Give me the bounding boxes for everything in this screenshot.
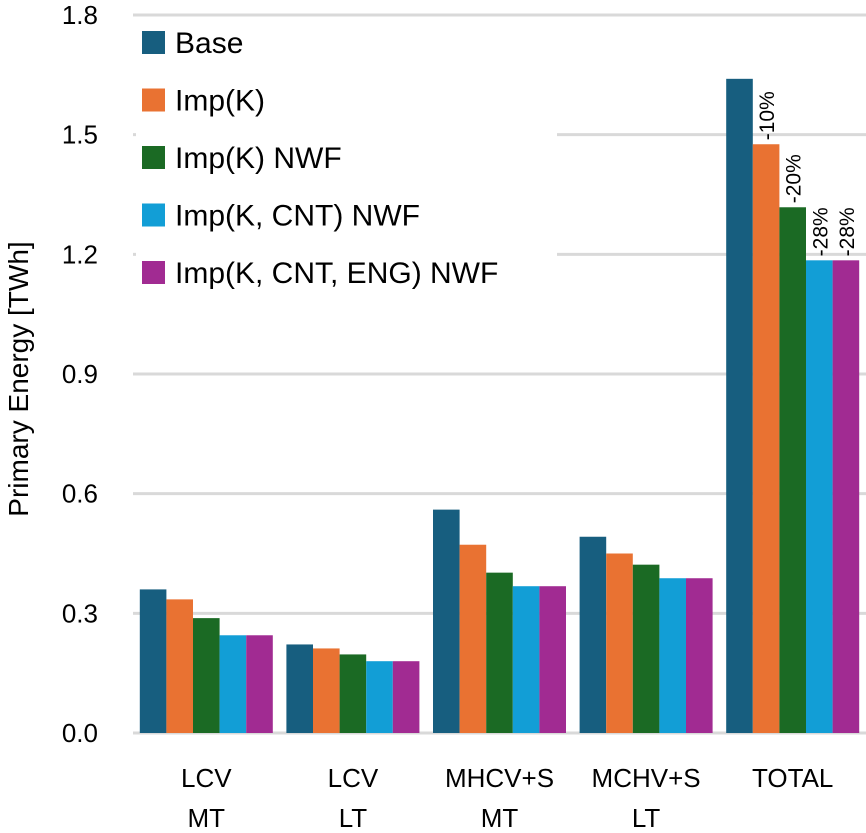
data-label: -10% (756, 91, 779, 140)
data-label: -20% (783, 154, 806, 203)
bar (512, 586, 540, 733)
y-tick-label: 1.8 (62, 0, 98, 30)
x-category-label: MT (188, 803, 226, 833)
legend-label: Imp(K, CNT, ENG) NWF (175, 257, 498, 290)
bar (313, 648, 340, 733)
legend-label: Base (175, 27, 243, 60)
x-axis-categories: LCV MT LCV LT MHCV+S MT MCHV+S LT TOTAL (181, 763, 833, 833)
bar (193, 618, 220, 733)
bar (286, 644, 313, 733)
x-category-label: LT (339, 803, 368, 833)
bar (752, 144, 780, 734)
y-tick-label: 1.5 (62, 120, 98, 150)
data-label: -28% (836, 207, 859, 256)
y-tick-label: 0.6 (62, 479, 98, 509)
y-tick-label: 0.3 (62, 598, 98, 628)
y-tick-label: 0.9 (62, 359, 98, 389)
x-category-label: LCV (181, 763, 232, 793)
bar (832, 260, 860, 733)
bar (486, 572, 513, 733)
legend-label: Imp(K) NWF (175, 142, 342, 175)
bar (539, 586, 566, 733)
bar (606, 553, 633, 733)
legend: Base Imp(K) Imp(K) NWF Imp(K, CNT) NWF Imp(K… (136, 20, 557, 290)
y-axis-ticks: 0.0 0.3 0.6 0.9 1.2 1.5 1.8 (62, 0, 98, 748)
bar (166, 599, 193, 733)
bar (579, 536, 607, 733)
x-category-label: LCV (328, 763, 379, 793)
bar (806, 260, 833, 733)
bar (366, 661, 393, 733)
bar (246, 635, 273, 733)
data-label: -28% (809, 207, 832, 256)
legend-swatch (142, 146, 165, 169)
bar (632, 564, 660, 733)
bar (686, 578, 713, 733)
legend-background (136, 20, 557, 290)
y-tick-label: 1.2 (62, 239, 98, 269)
bar (139, 589, 167, 733)
bar (433, 509, 460, 733)
bar (659, 578, 686, 733)
x-category-label: MHCV+S (445, 763, 554, 793)
x-category-label: MCHV+S (592, 763, 701, 793)
legend-swatch (142, 203, 165, 227)
bar (779, 207, 806, 733)
bars (139, 78, 860, 734)
legend-swatch (142, 31, 165, 54)
data-labels: -10%-20%-28% -28% (756, 91, 859, 256)
x-category-label: MT (481, 803, 519, 833)
legend-swatch (142, 261, 165, 284)
bar (392, 661, 420, 733)
y-tick-label: 0.0 (62, 718, 98, 748)
legend-label: Imp(K) (175, 85, 265, 118)
bar (339, 654, 367, 733)
bar (219, 635, 247, 733)
y-axis-label: Primary Energy [TWh] (3, 241, 34, 516)
bar (726, 78, 753, 734)
x-category-label: TOTAL (752, 763, 833, 793)
legend-label: Imp(K, CNT) NWF (175, 200, 420, 233)
legend-swatch (142, 88, 165, 112)
bar (459, 544, 487, 733)
x-category-label: LT (632, 803, 661, 833)
